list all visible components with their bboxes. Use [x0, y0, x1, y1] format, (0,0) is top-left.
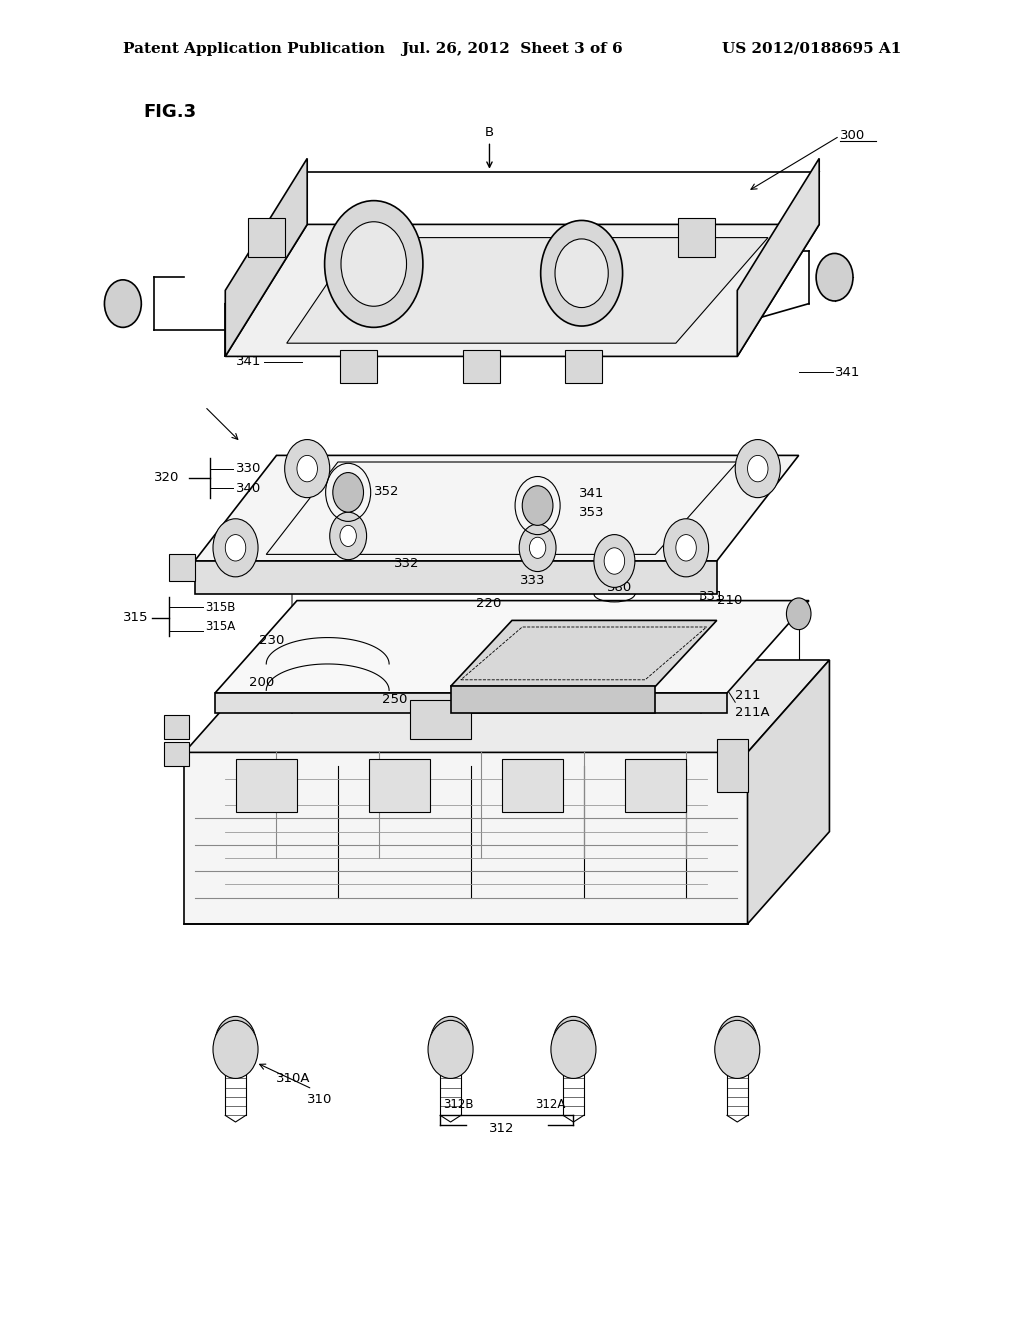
Text: 343: 343 — [577, 247, 601, 260]
Text: 210: 210 — [717, 594, 742, 607]
Bar — [502, 759, 563, 812]
Circle shape — [341, 222, 407, 306]
Text: 332: 332 — [394, 557, 420, 570]
Text: 320: 320 — [154, 471, 179, 484]
Bar — [678, 218, 715, 257]
Circle shape — [428, 1020, 473, 1078]
Circle shape — [333, 473, 364, 512]
Polygon shape — [748, 660, 829, 924]
Text: 300: 300 — [840, 129, 865, 143]
Bar — [164, 742, 189, 766]
Text: 312A: 312A — [536, 1098, 566, 1111]
Polygon shape — [215, 601, 809, 693]
Circle shape — [715, 1020, 760, 1078]
Circle shape — [555, 239, 608, 308]
Text: 240: 240 — [551, 696, 577, 709]
Circle shape — [285, 440, 330, 498]
Circle shape — [553, 1016, 594, 1069]
Text: 310: 310 — [307, 1093, 333, 1106]
Polygon shape — [451, 686, 655, 713]
Circle shape — [529, 537, 546, 558]
Circle shape — [522, 486, 553, 525]
Text: 352: 352 — [374, 484, 399, 498]
Text: 353: 353 — [579, 506, 604, 519]
Circle shape — [551, 1020, 596, 1078]
Text: B: B — [485, 125, 494, 168]
Bar — [410, 700, 471, 739]
Circle shape — [541, 220, 623, 326]
Circle shape — [297, 455, 317, 482]
Text: 341: 341 — [236, 355, 261, 368]
Text: 315: 315 — [123, 611, 148, 624]
Circle shape — [213, 1020, 258, 1078]
Text: 211: 211 — [735, 689, 761, 702]
Text: 341: 341 — [835, 366, 860, 379]
Polygon shape — [737, 158, 819, 356]
Text: 341: 341 — [579, 487, 604, 500]
Circle shape — [664, 519, 709, 577]
Polygon shape — [184, 660, 829, 752]
Circle shape — [213, 519, 258, 577]
Circle shape — [604, 548, 625, 574]
Circle shape — [330, 512, 367, 560]
Text: 312B: 312B — [443, 1098, 474, 1111]
Bar — [625, 759, 686, 812]
Text: 340: 340 — [236, 482, 261, 495]
Bar — [463, 350, 500, 383]
Text: US 2012/0188695 A1: US 2012/0188695 A1 — [722, 42, 901, 55]
Circle shape — [430, 1016, 471, 1069]
Text: Patent Application Publication: Patent Application Publication — [123, 42, 385, 55]
Text: FIG.3: FIG.3 — [143, 103, 197, 121]
Text: 315A: 315A — [205, 620, 236, 634]
Text: 312: 312 — [489, 1122, 514, 1135]
Polygon shape — [195, 561, 717, 594]
Polygon shape — [195, 455, 799, 561]
Bar — [169, 554, 195, 581]
Circle shape — [717, 1016, 758, 1069]
Bar — [248, 218, 285, 257]
Circle shape — [676, 535, 696, 561]
Circle shape — [594, 535, 635, 587]
Polygon shape — [215, 693, 727, 713]
Bar — [565, 350, 602, 383]
Text: Jul. 26, 2012  Sheet 3 of 6: Jul. 26, 2012 Sheet 3 of 6 — [401, 42, 623, 55]
Bar — [340, 350, 377, 383]
Text: 315B: 315B — [205, 601, 236, 614]
Text: 250: 250 — [382, 693, 408, 706]
Bar — [369, 759, 430, 812]
Circle shape — [215, 1016, 256, 1069]
Circle shape — [225, 535, 246, 561]
Circle shape — [786, 598, 811, 630]
Text: 310A: 310A — [276, 1072, 311, 1085]
Text: 380: 380 — [607, 581, 633, 594]
Circle shape — [519, 524, 556, 572]
Bar — [717, 739, 748, 792]
Bar — [236, 759, 297, 812]
Bar — [164, 715, 189, 739]
Text: 230: 230 — [259, 634, 285, 647]
Text: 331: 331 — [699, 590, 725, 603]
Text: 220: 220 — [476, 597, 502, 610]
Text: 211A: 211A — [735, 706, 770, 719]
Circle shape — [104, 280, 141, 327]
Circle shape — [325, 201, 423, 327]
Circle shape — [735, 440, 780, 498]
Text: 200: 200 — [249, 676, 274, 689]
Polygon shape — [184, 752, 748, 924]
Polygon shape — [225, 158, 307, 356]
Text: 333: 333 — [520, 574, 546, 587]
Circle shape — [340, 525, 356, 546]
Polygon shape — [451, 620, 717, 686]
Text: 342: 342 — [402, 230, 427, 243]
Circle shape — [816, 253, 853, 301]
Polygon shape — [225, 224, 819, 356]
Text: 330: 330 — [236, 462, 261, 475]
Circle shape — [748, 455, 768, 482]
Polygon shape — [287, 238, 768, 343]
